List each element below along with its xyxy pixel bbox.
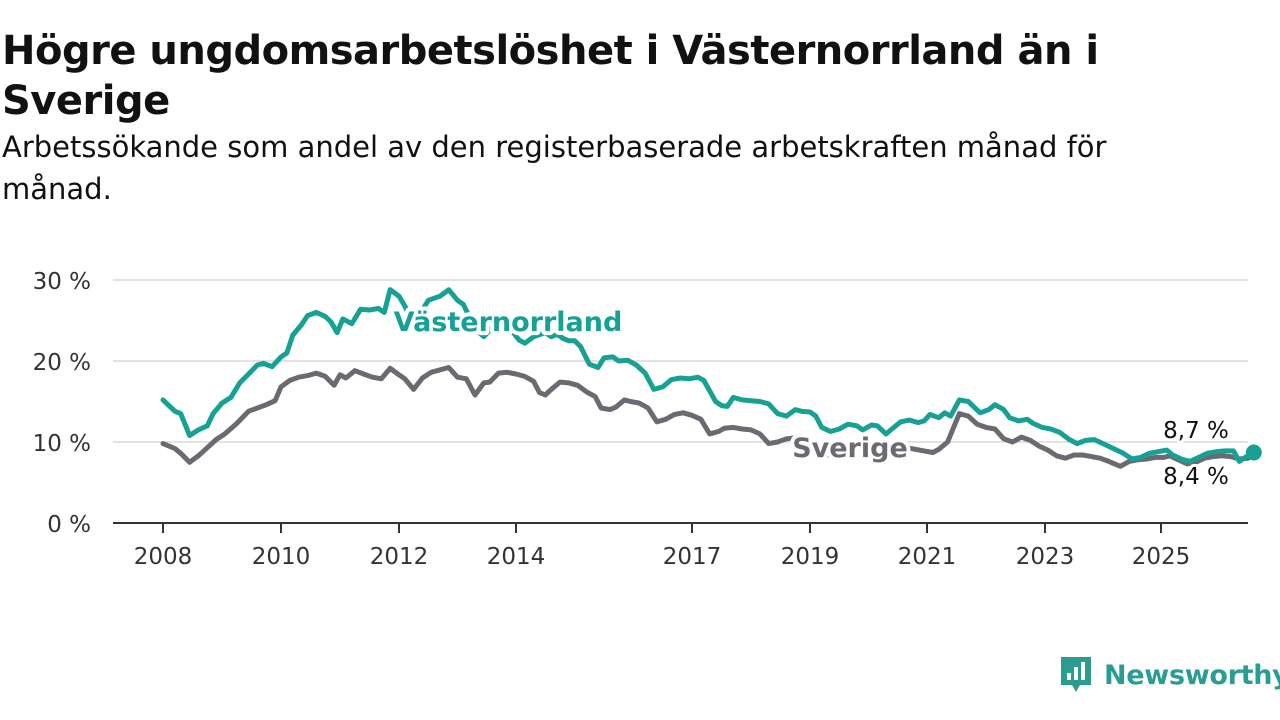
- x-tick-label: 2019: [781, 544, 840, 570]
- x-tick-label: 2008: [134, 544, 193, 570]
- newsworthy-logo-icon: [1061, 657, 1091, 692]
- end-marker: [1245, 444, 1262, 461]
- newsworthy-logo-text: Newsworthy: [1104, 659, 1280, 691]
- x-tick-label: 2021: [898, 544, 957, 570]
- chart-title: Högre ungdomsarbetslöshet i Västernorrla…: [2, 28, 1099, 124]
- series-label-halo: Västernorrland: [394, 307, 623, 338]
- series-label: Sverige: [792, 433, 908, 464]
- x-tick-label: 2010: [252, 544, 311, 570]
- x-tick-label: 2023: [1016, 544, 1075, 570]
- x-tick-label: 2014: [487, 544, 546, 570]
- end-value-label: 8,7 %: [1163, 418, 1229, 444]
- series-label-halo: Sverige: [792, 433, 908, 464]
- x-tick-label: 2012: [370, 544, 429, 570]
- y-tick-label: 10 %: [33, 431, 91, 457]
- y-tick-label: 30 %: [33, 269, 91, 295]
- series-line-sverige: [160, 365, 1257, 469]
- chart-subtitle: Arbetssökande som andel av den registerb…: [2, 130, 1107, 206]
- y-tick-label: 20 %: [33, 350, 91, 376]
- y-tick-label: 0 %: [47, 512, 91, 538]
- series-line-västernorrland: [160, 287, 1257, 464]
- series-label: Västernorrland: [394, 307, 623, 338]
- end-label-halo: 8,4 %: [1163, 464, 1229, 490]
- end-value-label: 8,4 %: [1163, 464, 1229, 490]
- end-label-halo: 8,7 %: [1163, 418, 1229, 444]
- x-tick-label: 2025: [1132, 544, 1191, 570]
- x-tick-label: 2017: [663, 544, 722, 570]
- newsworthy-logo[interactable]: Newsworthy: [1058, 653, 1280, 697]
- line-chart: 0 % 10 % 20 % 30 % 2008 2010 2012 2014 2017 2019 2…: [33, 269, 1262, 570]
